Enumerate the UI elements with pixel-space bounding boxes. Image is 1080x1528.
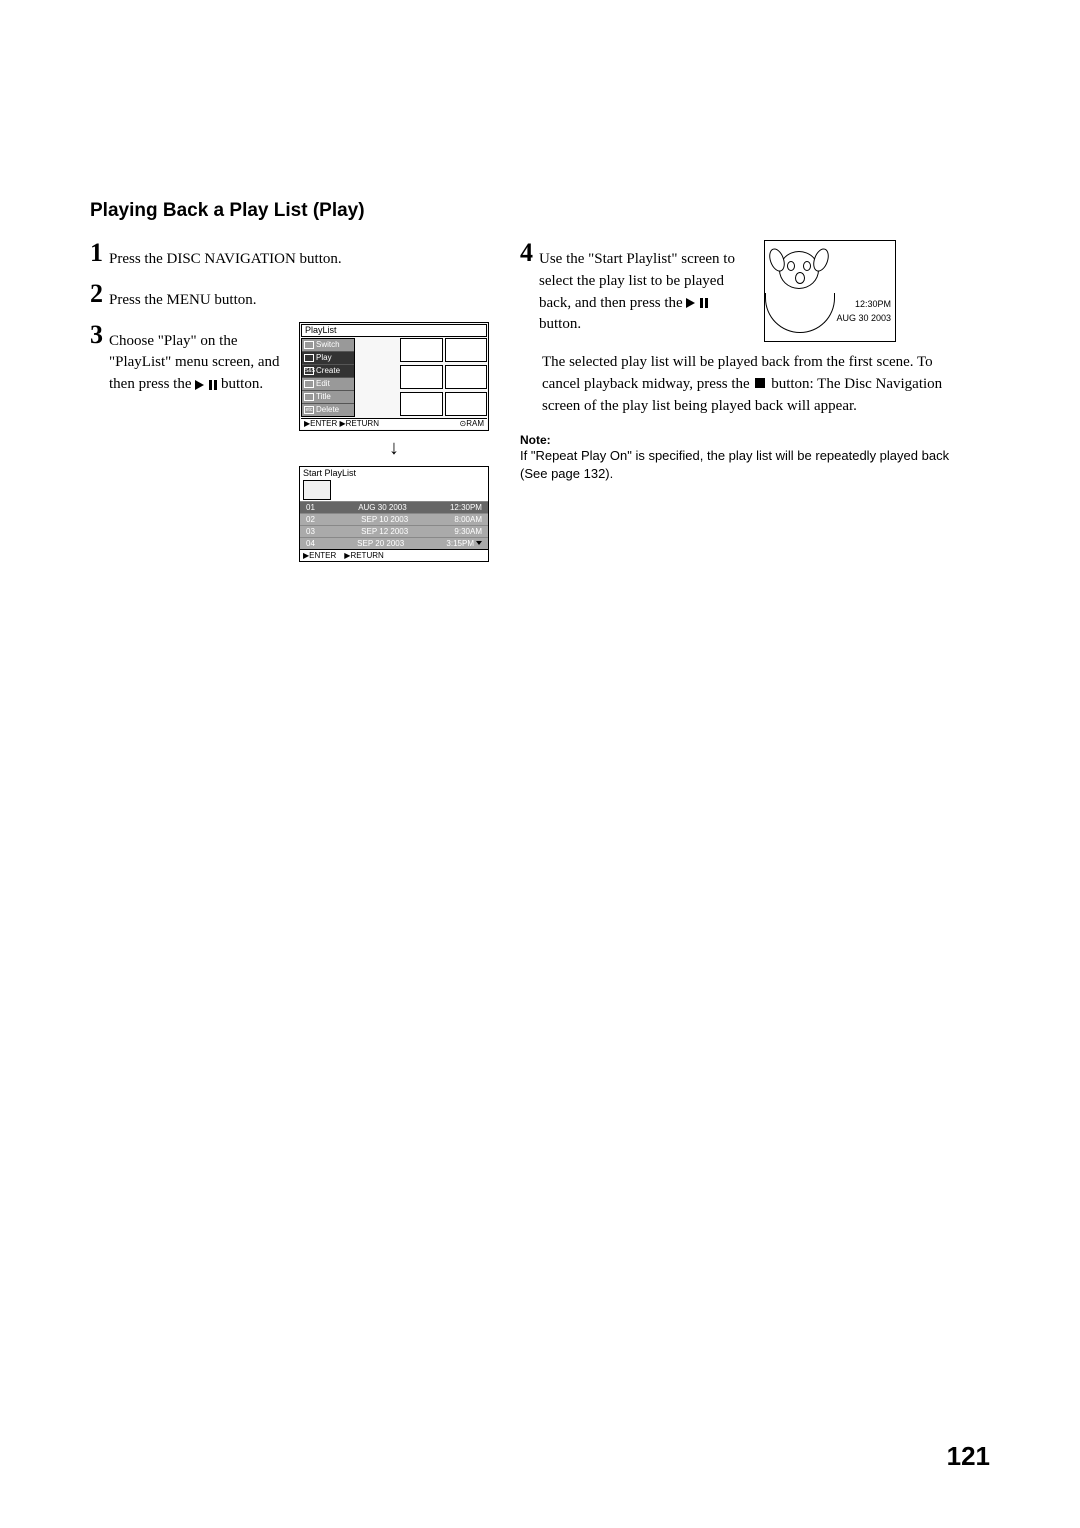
preview-diagram: 12:30PM AUG 30 2003: [764, 240, 896, 342]
menu-icon: [304, 393, 314, 401]
right-paragraph: The selected play list will be played ba…: [542, 352, 960, 417]
scroll-down-icon: [476, 541, 482, 545]
thumb: [400, 392, 442, 416]
preview-date: AUG 30 2003: [836, 313, 891, 323]
menu-icon: [304, 341, 314, 349]
pl-thumb: [303, 480, 331, 500]
pl-row-num: 02: [306, 515, 315, 524]
thumb: [400, 338, 442, 362]
dog-eye: [787, 261, 795, 271]
pl-row-date: AUG 30 2003: [358, 503, 406, 512]
pl-footer-left: ▶ENTER: [303, 551, 336, 560]
step-4: 4 Use the "Start Playlist" screen to sel…: [520, 240, 754, 336]
dog-drawing: [779, 251, 819, 289]
pl-header: Start PlayList: [300, 467, 488, 479]
menu-thumbs: [356, 338, 487, 417]
pl-row-date: SEP 10 2003: [361, 515, 408, 524]
step-1-text: Press the DISC NAVIGATION button.: [109, 240, 342, 271]
pl-row-num: 03: [306, 527, 315, 536]
menu-body: Switch Play S&SCreate Edit Title etcDele…: [301, 338, 487, 417]
dog-head: [779, 251, 819, 289]
menu-header: PlayList: [301, 324, 487, 337]
thumb: [445, 338, 487, 362]
dog-nose: [795, 272, 805, 284]
menu-label: Delete: [316, 406, 339, 414]
menu-icon: S&S: [304, 367, 314, 375]
pl-row-num: 01: [306, 503, 315, 512]
step-4-number: 4: [520, 240, 533, 266]
menu-footer: ▶ENTER ▶RETURN ⊙RAM: [301, 418, 487, 429]
menu-icon: etc: [304, 406, 314, 414]
menu-label: Play: [316, 354, 332, 362]
note-label: Note:: [520, 433, 960, 447]
stop-icon: [755, 378, 765, 388]
step-4-row: 4 Use the "Start Playlist" screen to sel…: [520, 240, 960, 342]
pl-row-date: SEP 12 2003: [361, 527, 408, 536]
step-3-part2: button.: [217, 376, 263, 392]
menu-icon: [304, 380, 314, 388]
columns: 1 Press the DISC NAVIGATION button. 2 Pr…: [90, 240, 990, 562]
step-2-number: 2: [90, 281, 103, 307]
play-pause-icon: [195, 379, 217, 391]
pl-row-time: 9:30AM: [454, 527, 482, 536]
right-column: 4 Use the "Start Playlist" screen to sel…: [520, 240, 960, 562]
dog-ear: [766, 246, 787, 273]
menu-label: Title: [316, 393, 331, 401]
pl-footer-right: ▶RETURN: [344, 551, 384, 560]
step-3-wrap: 3 Choose "Play" on the "PlayList" menu s…: [90, 322, 500, 562]
menu-item-switch: Switch: [302, 339, 354, 352]
arrow-down-icon: ↓: [299, 437, 489, 460]
playlist-menu-diagram: PlayList Switch Play S&SCreate Edit Titl…: [299, 322, 489, 431]
step-1-number: 1: [90, 240, 103, 266]
step-3-number: 3: [90, 322, 103, 348]
menu-diagrams: PlayList Switch Play S&SCreate Edit Titl…: [299, 322, 489, 562]
pl-row-num: 04: [306, 539, 315, 548]
dog-body: [765, 293, 835, 333]
step-3-text: Choose "Play" on the "PlayList" menu scr…: [109, 322, 289, 396]
start-playlist-diagram: Start PlayList 01 AUG 30 2003 12:30PM 02…: [299, 466, 489, 562]
pl-row-date: SEP 20 2003: [357, 539, 404, 548]
pl-row-time: 3:15PM: [446, 539, 474, 548]
menu-footer-left: ▶ENTER ▶RETURN: [304, 420, 379, 428]
menu-item-play: Play: [302, 352, 354, 365]
menu-item-title: Title: [302, 391, 354, 404]
pl-row: 01 AUG 30 2003 12:30PM: [300, 501, 488, 513]
pl-row-time: 8:00AM: [454, 515, 482, 524]
note-body: If "Repeat Play On" is specified, the pl…: [520, 447, 960, 482]
menu-icon: [304, 354, 314, 362]
pl-footer: ▶ENTER ▶RETURN: [300, 549, 488, 561]
left-column: 1 Press the DISC NAVIGATION button. 2 Pr…: [90, 240, 500, 562]
step-2: 2 Press the MENU button.: [90, 281, 500, 312]
step-3: 3 Choose "Play" on the "PlayList" menu s…: [90, 322, 289, 562]
pl-row: 02 SEP 10 2003 8:00AM: [300, 513, 488, 525]
pl-row: 04 SEP 20 2003 3:15PM: [300, 537, 488, 549]
menu-item-edit: Edit: [302, 378, 354, 391]
dog-ear: [810, 246, 831, 273]
menu-item-delete: etcDelete: [302, 404, 354, 416]
menu-items-col: Switch Play S&SCreate Edit Title etcDele…: [301, 338, 355, 417]
thumb: [445, 365, 487, 389]
step-4-text: Use the "Start Playlist" screen to selec…: [539, 240, 754, 336]
play-pause-icon: [686, 297, 708, 309]
section-title: Playing Back a Play List (Play): [90, 200, 990, 222]
pl-row-time: 12:30PM: [450, 503, 482, 512]
step-4-part2: button.: [539, 316, 581, 332]
menu-item-create: S&SCreate: [302, 365, 354, 378]
menu-label: Edit: [316, 380, 330, 388]
dog-eye: [803, 261, 811, 271]
pl-row: 03 SEP 12 2003 9:30AM: [300, 525, 488, 537]
page-number: 121: [947, 1441, 990, 1472]
menu-footer-right: ⊙RAM: [460, 420, 484, 428]
menu-label: Switch: [316, 341, 340, 349]
thumb: [400, 365, 442, 389]
menu-label: Create: [316, 367, 340, 375]
preview-time: 12:30PM: [855, 299, 891, 310]
step-1: 1 Press the DISC NAVIGATION button.: [90, 240, 500, 271]
thumb: [445, 392, 487, 416]
step-2-text: Press the MENU button.: [109, 281, 257, 312]
